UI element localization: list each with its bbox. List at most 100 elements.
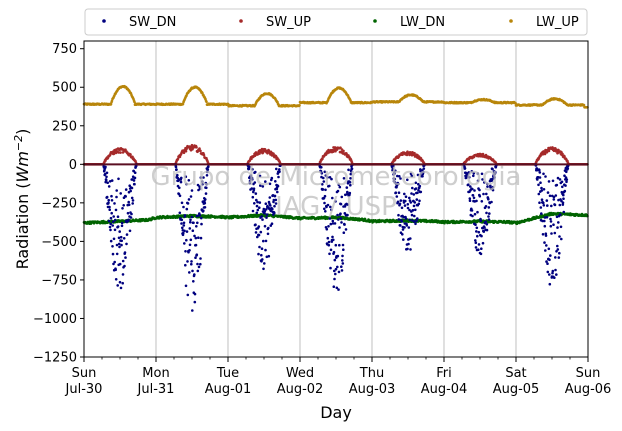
point-sw-dn — [273, 194, 277, 198]
point-sw-dn — [187, 179, 191, 182]
point-sw-dn — [545, 199, 549, 202]
point-sw-dn — [125, 242, 128, 246]
point-sw-dn — [254, 170, 257, 174]
x-tick-label-date: Jul-31 — [137, 382, 175, 397]
point-sw-dn — [130, 196, 134, 200]
point-sw-dn — [178, 211, 182, 215]
point-sw-dn — [559, 225, 563, 229]
point-sw-dn — [327, 243, 331, 247]
point-sw-dn — [411, 209, 415, 212]
point-sw-dn — [481, 241, 485, 245]
point-sw-dn — [111, 220, 115, 223]
point-sw-dn — [133, 171, 137, 174]
y-tick-label: 0 — [69, 158, 77, 173]
point-sw-dn — [561, 201, 565, 204]
point-sw-dn — [334, 200, 337, 203]
point-sw-dn — [188, 243, 192, 247]
y-axis-title-exponent: −2 — [12, 135, 25, 151]
point-sw-dn — [475, 226, 479, 230]
point-sw-dn — [193, 300, 197, 304]
point-sw-dn — [104, 178, 108, 182]
point-sw-up — [544, 148, 547, 152]
point-sw-dn — [472, 171, 476, 175]
point-sw-dn — [556, 176, 560, 180]
point-sw-dn — [175, 168, 178, 171]
point-sw-dn — [325, 227, 329, 231]
point-sw-dn — [118, 245, 121, 249]
point-sw-dn — [485, 211, 488, 215]
point-sw-dn — [268, 196, 272, 199]
point-sw-dn — [331, 219, 335, 223]
point-sw-dn — [259, 230, 263, 234]
point-sw-dn — [276, 184, 280, 188]
grid-lines — [155, 41, 517, 357]
point-sw-dn — [107, 201, 110, 205]
point-sw-dn — [326, 176, 329, 179]
point-sw-dn — [412, 204, 416, 208]
point-sw-dn — [415, 219, 418, 223]
point-sw-dn — [562, 197, 565, 200]
point-sw-dn — [189, 220, 192, 224]
point-sw-dn — [205, 174, 209, 177]
point-sw-dn — [194, 236, 198, 240]
x-tick-label-date: Aug-04 — [421, 382, 468, 397]
point-sw-dn — [485, 228, 489, 232]
point-sw-dn — [398, 202, 402, 206]
point-sw-dn — [403, 204, 407, 207]
point-sw-dn — [413, 214, 416, 218]
point-sw-dn — [476, 179, 480, 183]
point-sw-dn — [544, 232, 548, 235]
point-sw-dn — [204, 192, 208, 195]
point-sw-dn — [421, 175, 424, 178]
point-sw-dn — [127, 218, 130, 222]
point-sw-dn — [548, 282, 552, 286]
point-sw-dn — [401, 233, 404, 236]
point-sw-dn — [331, 196, 334, 200]
point-sw-dn — [566, 167, 570, 170]
point-sw-dn — [115, 195, 118, 199]
point-sw-dn — [206, 168, 210, 171]
point-sw-dn — [116, 215, 120, 218]
point-sw-dn — [205, 182, 208, 186]
point-sw-dn — [198, 185, 201, 188]
point-sw-dn — [419, 190, 423, 194]
point-sw-dn — [278, 168, 281, 171]
point-sw-dn — [266, 232, 270, 236]
point-sw-dn — [265, 216, 268, 219]
point-sw-dn — [408, 196, 411, 200]
point-sw-dn — [403, 192, 406, 196]
point-sw-dn — [263, 262, 266, 265]
point-sw-dn — [536, 178, 539, 181]
point-sw-dn — [257, 225, 261, 228]
point-sw-dn — [120, 239, 123, 243]
point-sw-dn — [408, 208, 411, 212]
point-sw-dn — [109, 222, 112, 226]
point-sw-dn — [122, 237, 126, 240]
point-sw-dn — [104, 180, 107, 184]
point-sw-dn — [472, 196, 476, 200]
point-sw-dn — [477, 248, 480, 251]
point-sw-dn — [553, 231, 557, 235]
point-sw-dn — [255, 235, 259, 239]
point-sw-dn — [182, 205, 185, 209]
point-sw-dn — [488, 212, 491, 215]
point-sw-dn — [565, 178, 569, 181]
point-sw-dn — [326, 203, 330, 207]
point-sw-dn — [340, 265, 343, 269]
watermark-line-2: IAG / USP — [275, 192, 397, 222]
point-sw-dn — [396, 174, 399, 178]
point-sw-dn — [476, 234, 479, 238]
point-sw-dn — [249, 174, 253, 177]
legend-box — [84, 8, 588, 36]
point-sw-dn — [422, 167, 426, 170]
point-sw-dn — [255, 211, 259, 215]
point-sw-dn — [540, 189, 544, 192]
point-sw-dn — [110, 194, 113, 198]
point-sw-dn — [199, 257, 202, 260]
point-sw-dn — [183, 242, 186, 245]
point-sw-dn — [411, 186, 414, 190]
point-sw-dn — [414, 181, 418, 185]
point-sw-dn — [201, 180, 204, 183]
point-sw-dn — [563, 174, 566, 177]
point-sw-dn — [475, 230, 478, 233]
